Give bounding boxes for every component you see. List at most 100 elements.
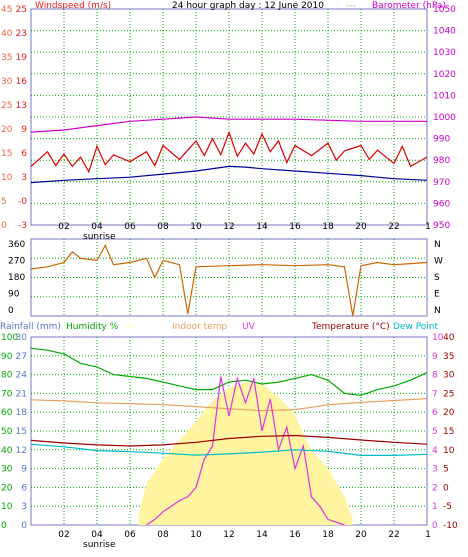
temp-tick: 5 [443, 465, 449, 475]
x-tick-label: 22 [388, 530, 399, 540]
x-tick-label: 18 [322, 222, 334, 232]
temp-tick: 35 [443, 352, 454, 362]
rainfall-label: Rainfall (mm) [0, 322, 61, 332]
x-tick-label: 16 [289, 222, 301, 232]
humidity-tick: 80 [1, 371, 13, 381]
wind-tick-inner: 16 [16, 77, 28, 87]
temp-tick: 30 [443, 371, 455, 381]
humidity-tick: 100 [1, 333, 18, 343]
wind-tick-outer: 0 [1, 221, 7, 231]
wind-tick-inner: 9 [21, 125, 27, 135]
rain-tick: 27 [16, 352, 27, 362]
x-tick-label: 04 [91, 222, 103, 232]
compass-tick: N [434, 306, 441, 316]
panel-3-axis-labels: 1009080706050403020100302724211815129630… [1, 333, 458, 531]
uv-tick: 5 [432, 427, 438, 437]
wind-tick-inner: -3 [18, 221, 27, 231]
rain-tick: 24 [16, 371, 28, 381]
uv-line [146, 376, 345, 526]
direction-tick: 270 [8, 257, 25, 267]
rain-marker: --- [124, 322, 134, 332]
compass-tick: N [434, 240, 441, 250]
wind-tick-inner: 13 [16, 101, 27, 111]
baro-tick: 1030 [433, 48, 456, 58]
direction-tick: 0 [8, 306, 14, 316]
x-tick-label: 12 [223, 530, 234, 540]
compass-tick: W [434, 257, 443, 267]
temp-tick: -10 [443, 521, 458, 531]
indoor-temp-label: Indoor temp [172, 322, 227, 332]
chart-title: 24 hour graph day : 12 June 2010 [172, 1, 324, 11]
humidity-tick: 70 [1, 389, 13, 399]
temp-tick: 15 [443, 427, 454, 437]
wind-tick-outer: 35 [1, 53, 12, 63]
x-tick-label: 16 [289, 530, 301, 540]
humidity-tick: 20 [1, 483, 13, 493]
panel-1-series [30, 116, 428, 184]
rain-tick: 9 [21, 465, 27, 475]
panel-3: Rainfall (mm) Humidity % --- Indoor temp… [0, 322, 458, 531]
rain-tick: 3 [21, 502, 27, 512]
uv-tick: 9 [432, 352, 438, 362]
panel-3-series [30, 347, 428, 526]
uv-tick: 10 [432, 333, 444, 343]
x-tick-label: 04 [91, 530, 103, 540]
rain-tick: 30 [16, 333, 28, 343]
x-tick-label: 14 [256, 530, 268, 540]
uv-tick: 8 [432, 371, 438, 381]
rain-tick: 15 [16, 427, 27, 437]
x-tick-label: 06 [124, 222, 136, 232]
x-tick-label: 08 [157, 222, 169, 232]
x-tick-label: 10 [190, 222, 202, 232]
humidity-tick: 90 [1, 352, 13, 362]
uv-tick: 0 [432, 521, 438, 531]
rain-tick: 18 [16, 408, 28, 418]
dew-point-label: Dew Point [393, 322, 439, 332]
wind-tick-inner: 3 [21, 173, 27, 183]
baro-tick: 960 [433, 199, 450, 209]
baro-tick: 980 [433, 156, 450, 166]
humidity-tick: 40 [1, 446, 13, 456]
direction-tick: 90 [8, 290, 20, 300]
uv-tick: 6 [432, 408, 438, 418]
wind-tick-inner: 25 [16, 5, 27, 15]
uv-label: UV [242, 322, 256, 332]
wind-gust-line [30, 165, 428, 184]
baro-tick: 950 [433, 221, 450, 231]
x-tick-label: 1 [425, 222, 431, 232]
panel-2-grid [31, 239, 427, 316]
baro-tick: 1020 [433, 70, 456, 80]
x-axis-3: 02 04 06 08 10 12 14 16 18 20 22 1 sunrise [58, 530, 431, 550]
x-tick-label: 02 [58, 222, 69, 232]
wind-tick-outer: 20 [1, 125, 13, 135]
uv-tick: 1 [432, 502, 438, 512]
rain-tick: 21 [16, 389, 27, 399]
panel-1: Windspeed (m/s) 24 hour graph day : 12 J… [1, 1, 456, 231]
temp-tick: 40 [443, 333, 455, 343]
baro-tick: 1050 [433, 5, 456, 15]
rain-tick: 12 [16, 446, 27, 456]
x-tick-label: 02 [58, 530, 69, 540]
uv-tick: 4 [432, 446, 438, 456]
compass-tick: E [434, 290, 440, 300]
wind-tick-inner: 23 [16, 29, 27, 39]
wind-tick-outer: 30 [1, 77, 13, 87]
panel-2-series [30, 244, 428, 317]
temp-tick: 20 [443, 408, 455, 418]
direction-tick: 360 [8, 240, 25, 250]
baro-tick: 1010 [433, 91, 456, 101]
barometer-line [30, 116, 427, 133]
x-tick-label: 20 [355, 530, 367, 540]
temp-tick: 10 [443, 446, 455, 456]
wind-tick-outer: 40 [1, 29, 13, 39]
x-tick-label: 22 [388, 222, 399, 232]
windspeed-line [30, 130, 428, 174]
wind-tick-inner: -0 [18, 197, 27, 207]
humidity-tick: 50 [1, 427, 13, 437]
panel-1-grid [31, 9, 427, 225]
sunrise-label: sunrise [83, 232, 116, 242]
temp-tick: -5 [443, 502, 452, 512]
